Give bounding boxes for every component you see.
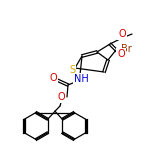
Text: O: O — [117, 49, 125, 59]
Text: O: O — [118, 29, 126, 39]
Text: O: O — [49, 73, 57, 83]
Text: O: O — [57, 92, 65, 102]
Text: NH: NH — [74, 74, 88, 84]
Text: Br: Br — [121, 44, 132, 54]
Text: S: S — [69, 65, 75, 75]
